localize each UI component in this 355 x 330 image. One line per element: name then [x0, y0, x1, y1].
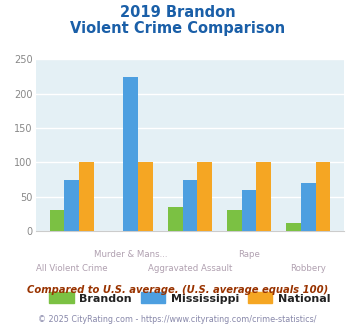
Text: © 2025 CityRating.com - https://www.cityrating.com/crime-statistics/: © 2025 CityRating.com - https://www.city…	[38, 315, 317, 324]
Bar	[256, 162, 271, 231]
Bar	[168, 207, 182, 231]
Bar	[124, 77, 138, 231]
Text: Rape: Rape	[238, 250, 260, 259]
Bar	[242, 190, 256, 231]
Text: Compared to U.S. average. (U.S. average equals 100): Compared to U.S. average. (U.S. average …	[27, 285, 328, 295]
Bar	[286, 223, 301, 231]
Bar	[301, 183, 316, 231]
Bar	[79, 162, 94, 231]
Bar	[138, 162, 153, 231]
Text: All Violent Crime: All Violent Crime	[36, 264, 108, 273]
Bar	[227, 211, 242, 231]
Bar	[64, 180, 79, 231]
Text: Violent Crime Comparison: Violent Crime Comparison	[70, 21, 285, 36]
Text: 2019 Brandon: 2019 Brandon	[120, 5, 235, 20]
Bar	[316, 162, 330, 231]
Bar	[182, 180, 197, 231]
Text: Aggravated Assault: Aggravated Assault	[148, 264, 232, 273]
Legend: Brandon, Mississippi, National: Brandon, Mississippi, National	[45, 288, 335, 308]
Bar	[197, 162, 212, 231]
Bar	[50, 211, 64, 231]
Text: Robbery: Robbery	[290, 264, 326, 273]
Text: Murder & Mans...: Murder & Mans...	[94, 250, 168, 259]
